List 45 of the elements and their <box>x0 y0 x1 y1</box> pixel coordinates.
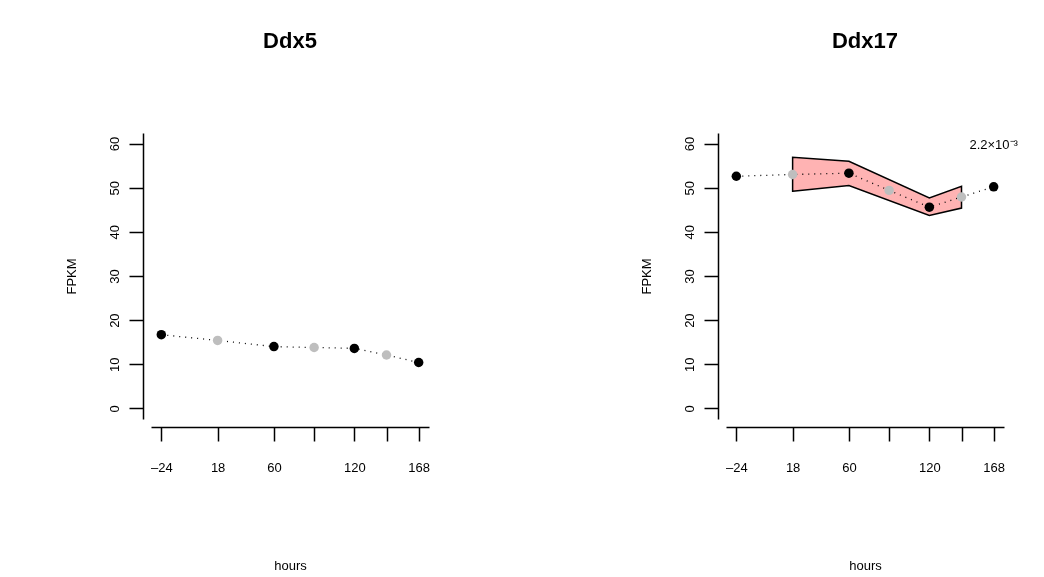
point <box>156 329 167 340</box>
point <box>988 182 999 192</box>
x-tick-label: –24 <box>725 459 748 475</box>
point <box>269 341 279 352</box>
y-tick-label: 50 <box>681 180 697 196</box>
point <box>381 350 392 360</box>
x-tick-label: 120 <box>343 459 366 475</box>
x-tick-label: 168 <box>408 459 431 475</box>
x-tick-label: 120 <box>918 459 941 475</box>
y-tick-label: 40 <box>106 225 122 240</box>
y-axis-title: FPKM <box>638 258 654 295</box>
y-tick-label: 0 <box>681 405 697 413</box>
point <box>924 202 935 212</box>
point <box>884 185 894 196</box>
x-tick-label: 168 <box>983 459 1006 475</box>
point <box>349 343 360 354</box>
x-tick-label: 60 <box>267 459 282 475</box>
y-tick-label: 30 <box>106 269 122 284</box>
y-tick-label: 10 <box>106 357 122 373</box>
y-tick-label: 0 <box>106 405 122 413</box>
point <box>309 342 319 353</box>
annotation: 2.2×10⁻³ <box>969 136 1019 152</box>
x-tick-label: 18 <box>210 459 226 475</box>
point <box>731 171 742 181</box>
chart-title: Ddx17 <box>831 28 899 53</box>
y-axis-title: FPKM <box>63 258 79 295</box>
point <box>844 168 854 178</box>
point <box>956 192 967 202</box>
y-tick-label: 60 <box>681 136 697 152</box>
x-tick-label: 18 <box>785 459 801 475</box>
y-tick-label: 50 <box>106 180 122 196</box>
y-tick-label: 60 <box>106 136 122 152</box>
chart-title: Ddx5 <box>263 28 317 53</box>
x-axis-title: hours <box>849 557 883 573</box>
y-tick-label: 40 <box>681 225 697 240</box>
point <box>787 169 798 180</box>
y-tick-label: 10 <box>681 357 697 373</box>
x-axis-title: hours <box>274 557 308 573</box>
point <box>212 335 223 346</box>
point <box>413 357 424 368</box>
y-tick-label: 20 <box>681 313 697 328</box>
y-tick-label: 20 <box>106 313 122 328</box>
y-tick-label: 30 <box>681 269 697 284</box>
x-tick-label: –24 <box>150 459 173 475</box>
x-tick-label: 60 <box>842 459 857 475</box>
